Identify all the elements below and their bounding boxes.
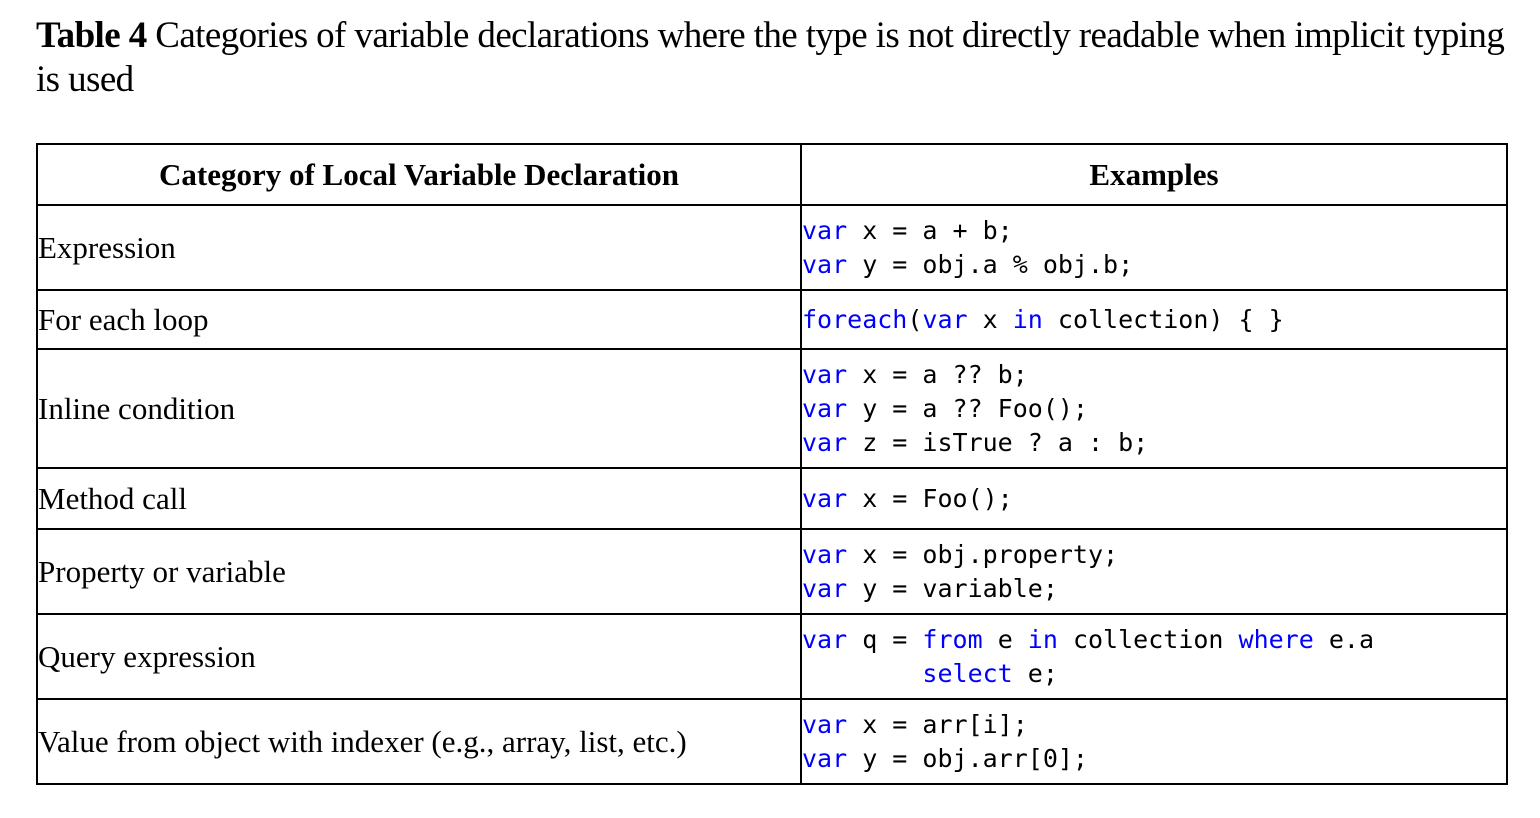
code-keyword: var — [802, 393, 848, 423]
code-text: ( — [907, 304, 923, 334]
code-keyword: var — [802, 573, 848, 603]
code-line: var y = variable; — [802, 572, 1506, 606]
code-keyword: var — [802, 427, 848, 457]
code-keyword: in — [1012, 304, 1043, 334]
code-text: q = — [847, 624, 923, 654]
category-cell: Inline condition — [36, 348, 802, 469]
code-text: collection) { } — [1042, 304, 1284, 334]
table-row: Method call var x = Foo(); — [36, 467, 1508, 530]
code-keyword: where — [1238, 624, 1314, 654]
code-line: var y = obj.arr[0]; — [802, 742, 1506, 776]
code-keyword: var — [802, 539, 848, 569]
code-text: z = isTrue ? a : b; — [847, 427, 1149, 457]
code-text: x = a ?? b; — [847, 359, 1028, 389]
table-row: Query expression var q = from e in colle… — [36, 613, 1508, 700]
code-line: var x = a ?? b; — [802, 358, 1506, 392]
code-keyword: var — [802, 215, 848, 245]
table-row: Inline condition var x = a ?? b; var y = … — [36, 348, 1508, 469]
examples-cell: foreach(var x in collection) { } — [800, 289, 1508, 350]
code-text: y = obj.arr[0]; — [847, 743, 1088, 773]
code-keyword: var — [802, 624, 848, 654]
category-cell: Expression — [36, 204, 802, 291]
table-header-row: Category of Local Variable Declaration E… — [36, 143, 1508, 206]
code-text: x = a + b; — [847, 215, 1013, 245]
examples-cell: var x = a + b; var y = obj.a % obj.b; — [800, 204, 1508, 291]
code-text: x = arr[i]; — [847, 709, 1028, 739]
code-text: x = Foo(); — [847, 483, 1013, 513]
code-line: var q = from e in collection where e.a — [802, 623, 1506, 657]
code-line: var x = Foo(); — [802, 482, 1506, 516]
table-row: Expression var x = a + b; var y = obj.a %… — [36, 204, 1508, 291]
code-text: y = obj.a % obj.b; — [847, 249, 1134, 279]
declaration-categories-table: Category of Local Variable Declaration E… — [36, 143, 1508, 785]
examples-cell: var x = arr[i]; var y = obj.arr[0]; — [800, 698, 1508, 785]
code-keyword: in — [1027, 624, 1058, 654]
code-text: x = obj.property; — [847, 539, 1119, 569]
code-line: var x = arr[i]; — [802, 708, 1506, 742]
code-keyword: select — [922, 658, 1013, 688]
code-text: y = variable; — [847, 573, 1058, 603]
code-keyword: var — [802, 359, 848, 389]
code-text: e.a — [1313, 624, 1375, 654]
examples-cell: var x = a ?? b; var y = a ?? Foo(); var z … — [800, 348, 1508, 469]
code-keyword: var — [802, 483, 848, 513]
category-cell: For each loop — [36, 289, 802, 350]
code-text: y = a ?? Foo(); — [847, 393, 1088, 423]
table-row: For each loop foreach(var x in collectio… — [36, 289, 1508, 350]
examples-cell: var x = obj.property; var y = variable; — [800, 528, 1508, 615]
code-keyword: var — [802, 743, 848, 773]
examples-cell: var q = from e in collection where e.a s… — [800, 613, 1508, 700]
code-text: e — [982, 624, 1028, 654]
code-keyword: var — [802, 709, 848, 739]
code-line: var x = obj.property; — [802, 538, 1506, 572]
table-row: Value from object with indexer (e.g., ar… — [36, 698, 1508, 785]
code-text: e; — [1012, 658, 1058, 688]
caption-label: Table 4 — [36, 15, 147, 56]
category-cell: Method call — [36, 467, 802, 530]
table-caption: Table 4 Categories of variable declarati… — [36, 14, 1506, 102]
code-keyword: var — [802, 249, 848, 279]
code-line: foreach(var x in collection) { } — [802, 303, 1506, 337]
header-category: Category of Local Variable Declaration — [36, 143, 802, 206]
examples-cell: var x = Foo(); — [800, 467, 1508, 530]
category-cell: Property or variable — [36, 528, 802, 615]
header-examples: Examples — [800, 143, 1508, 206]
code-text: x — [967, 304, 1013, 334]
category-cell: Query expression — [36, 613, 802, 700]
code-line: var z = isTrue ? a : b; — [802, 426, 1506, 460]
code-keyword: foreach — [802, 304, 908, 334]
code-line: var y = a ?? Foo(); — [802, 392, 1506, 426]
code-text: collection — [1057, 624, 1239, 654]
code-keyword: var — [922, 304, 968, 334]
code-keyword: from — [922, 624, 983, 654]
category-cell: Value from object with indexer (e.g., ar… — [36, 698, 802, 785]
caption-text: Categories of variable declarations wher… — [36, 15, 1505, 100]
code-line: var y = obj.a % obj.b; — [802, 248, 1506, 282]
table-row: Property or variable var x = obj.propert… — [36, 528, 1508, 615]
code-line: select e; — [802, 657, 1506, 691]
code-text — [802, 659, 922, 688]
code-line: var x = a + b; — [802, 214, 1506, 248]
